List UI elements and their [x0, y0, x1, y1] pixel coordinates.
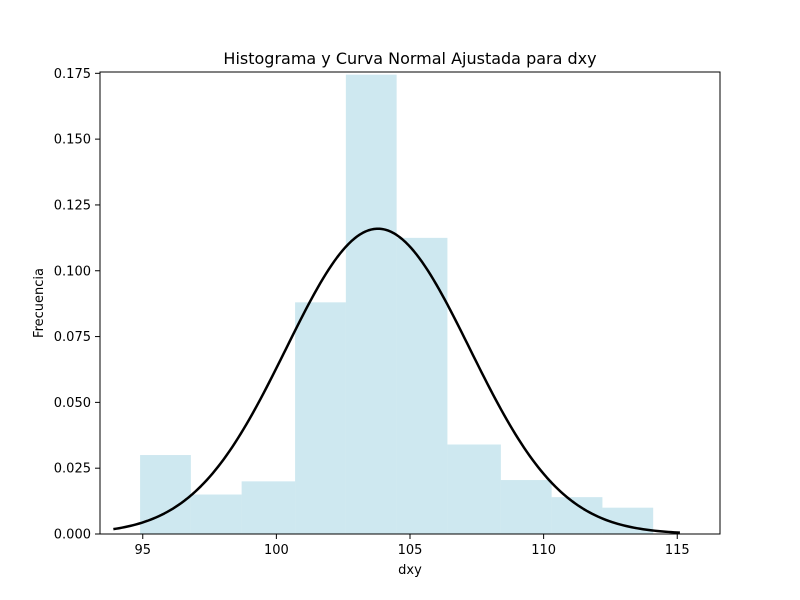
histogram-bar: [345, 74, 397, 534]
x-tick-label: 100: [264, 543, 289, 558]
x-tick-label: 105: [398, 543, 423, 558]
x-tick-label: 110: [531, 543, 556, 558]
normal-curve-line: [113, 227, 680, 534]
histogram-bar: [190, 494, 242, 534]
y-tick-label: 0.125: [54, 198, 91, 213]
x-axis: 95 100 105 110 115: [134, 534, 690, 558]
x-axis-label: dxy: [398, 563, 422, 578]
y-axis: 0.000 0.025 0.050 0.075 0.100 0.125 0.150 0.175: [54, 67, 100, 543]
y-tick-label: 0.175: [54, 67, 91, 82]
y-tick-label: 0.025: [54, 462, 91, 477]
y-tick-label: 0.050: [54, 396, 91, 411]
y-tick-label: 0.075: [54, 330, 91, 345]
histogram-bar: [396, 237, 448, 534]
y-tick-label: 0.150: [54, 133, 91, 148]
y-tick-label: 0.100: [54, 264, 91, 279]
histogram-bar: [447, 444, 501, 534]
y-axis-label: Frecuencia: [32, 268, 47, 338]
x-tick-label: 115: [665, 543, 690, 558]
x-tick-label: 95: [134, 543, 151, 558]
histogram-bar: [140, 455, 191, 534]
histogram-bar: [295, 302, 346, 534]
plot-area: [113, 74, 680, 534]
histogram-bar: [241, 481, 296, 534]
chart-title: Histograma y Curva Normal Ajustada para …: [223, 49, 596, 68]
y-tick-label: 0.000: [54, 528, 91, 543]
histogram-bar: [500, 480, 552, 534]
